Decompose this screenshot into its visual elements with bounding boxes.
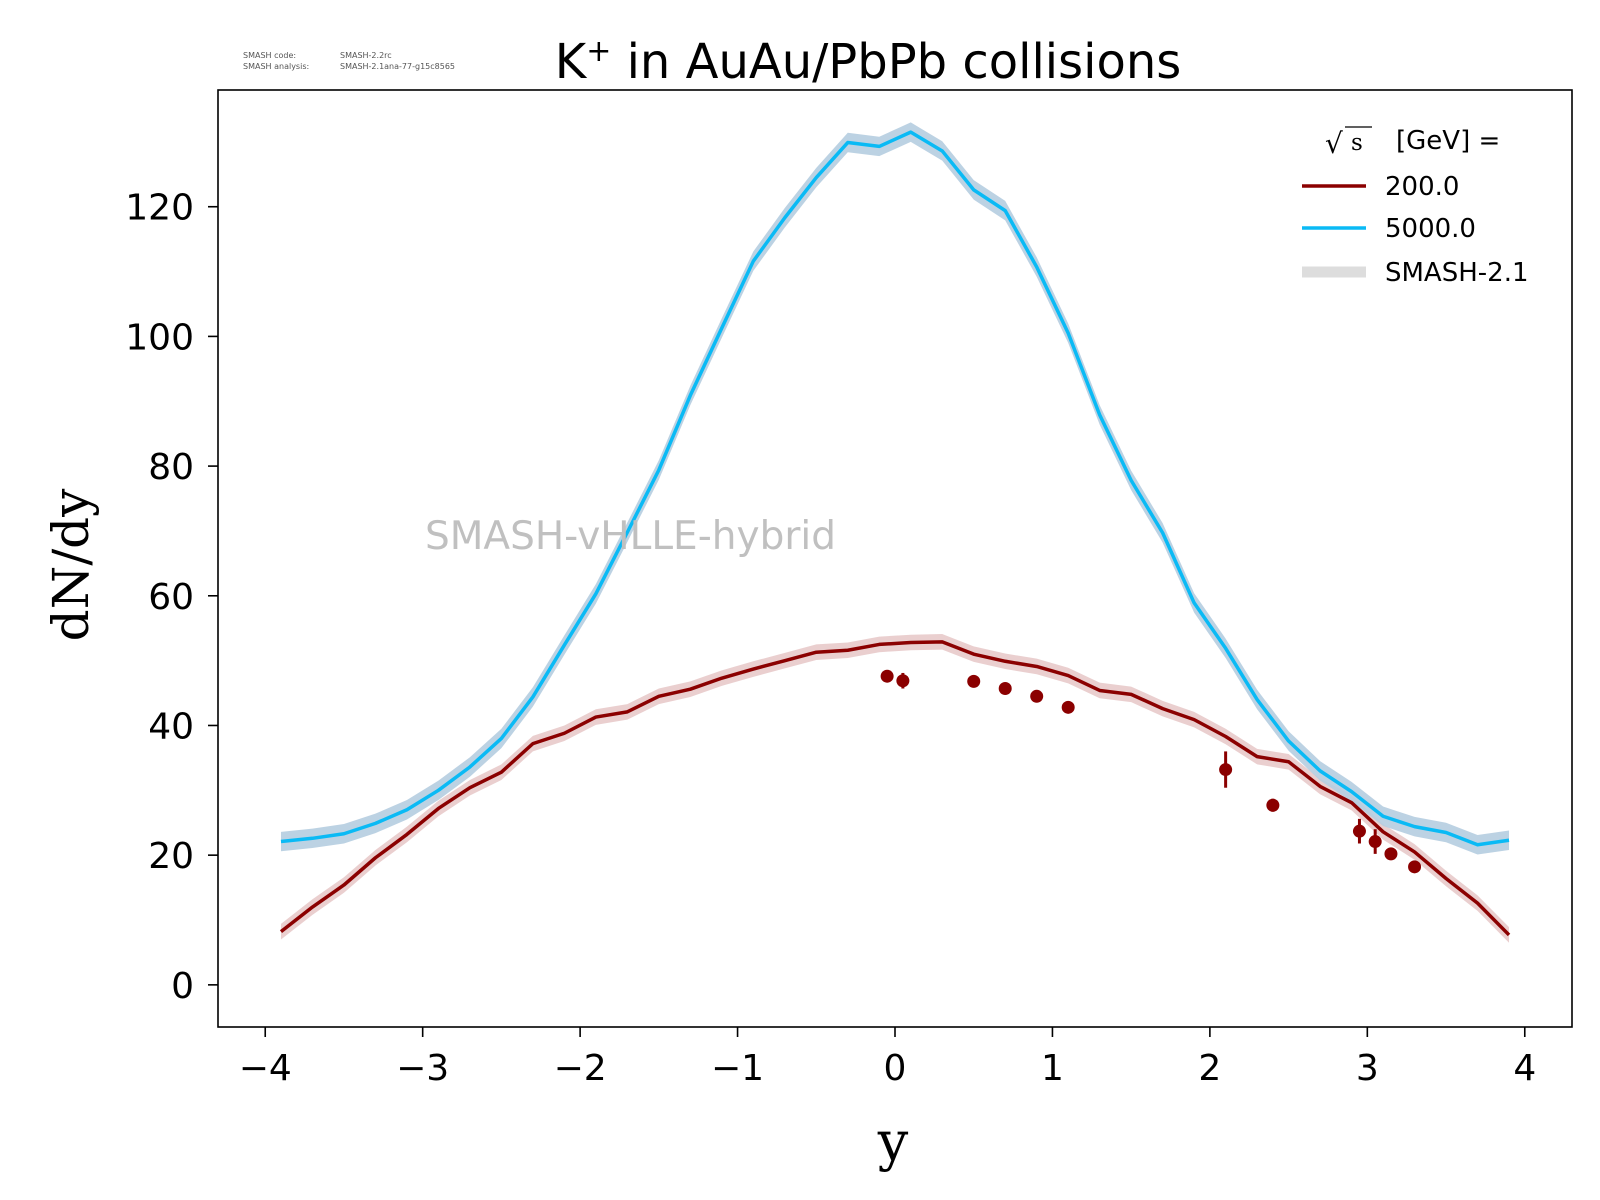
- uncertainty-band-1: [280, 122, 1510, 855]
- y-tick-label: 40: [148, 706, 194, 747]
- y-tick-label: 20: [148, 836, 194, 877]
- x-axis-label: y: [877, 1110, 909, 1173]
- series-line-0: [279, 640, 1511, 937]
- legend-label-smash: SMASH-2.1: [1385, 258, 1529, 288]
- x-tick-label: −1: [711, 1048, 764, 1089]
- y-axis-ticks: 0 20 40 60 80 100 120: [125, 188, 218, 1007]
- chart-title-superscript: +: [586, 34, 611, 69]
- data-point-7: [1266, 798, 1280, 812]
- data-point-3: [998, 682, 1012, 696]
- data-point-9: [1368, 835, 1382, 849]
- data-points: [880, 669, 1422, 874]
- chart-title-main: K: [555, 34, 588, 90]
- chart-title-rest: in AuAu/PbPb collisions: [611, 34, 1181, 90]
- legend-title-radical: √: [1325, 127, 1343, 160]
- data-point-11: [1408, 860, 1422, 874]
- x-tick-label: −3: [396, 1048, 449, 1089]
- y-tick-label: 100: [125, 317, 194, 358]
- data-point-10: [1384, 847, 1398, 861]
- data-point-6: [1219, 763, 1233, 777]
- watermark-text: SMASH-vHLLE-hybrid: [425, 514, 836, 559]
- analysis-label: SMASH analysis:: [243, 62, 309, 71]
- plot-frame: [217, 89, 1573, 1028]
- y-tick-label: 60: [148, 577, 194, 618]
- y-tick-label: 120: [125, 188, 194, 229]
- legend-title-unit: [GeV] =: [1396, 126, 1500, 156]
- x-tick-label: 4: [1513, 1048, 1536, 1089]
- data-point-4: [1030, 689, 1044, 703]
- x-axis-ticks: −4 −3 −2 −1 0 1 2 3 4: [239, 1027, 1536, 1089]
- legend-label-200: 200.0: [1385, 172, 1459, 202]
- x-tick-label: −4: [239, 1048, 292, 1089]
- x-tick-label: 3: [1356, 1048, 1379, 1089]
- analysis-value: SMASH-2.1ana-77-g15c8565: [340, 62, 455, 71]
- y-tick-label: 0: [171, 966, 194, 1007]
- legend-title-s: s: [1351, 130, 1363, 156]
- x-tick-label: 0: [884, 1048, 907, 1089]
- y-tick-label: 80: [148, 447, 194, 488]
- legend: √ s [GeV] = 200.0 5000.0 SMASH-2.1: [1302, 126, 1529, 288]
- series-lines: [279, 130, 1511, 937]
- code-value: SMASH-2.2rc: [340, 51, 392, 60]
- series-line-1: [280, 130, 1510, 847]
- x-tick-label: 1: [1041, 1048, 1064, 1089]
- data-point-5: [1061, 700, 1075, 714]
- y-axis-label: dN/dy: [42, 488, 100, 642]
- x-tick-label: −2: [554, 1048, 607, 1089]
- data-point-8: [1352, 824, 1366, 838]
- data-point-1: [896, 674, 910, 688]
- data-point-2: [967, 674, 981, 688]
- chart-title: K+ in AuAu/PbPb collisions: [555, 34, 1182, 90]
- x-tick-label: 2: [1198, 1048, 1221, 1089]
- code-label: SMASH code:: [243, 51, 296, 60]
- legend-label-5000: 5000.0: [1385, 214, 1476, 244]
- data-point-0: [880, 669, 894, 683]
